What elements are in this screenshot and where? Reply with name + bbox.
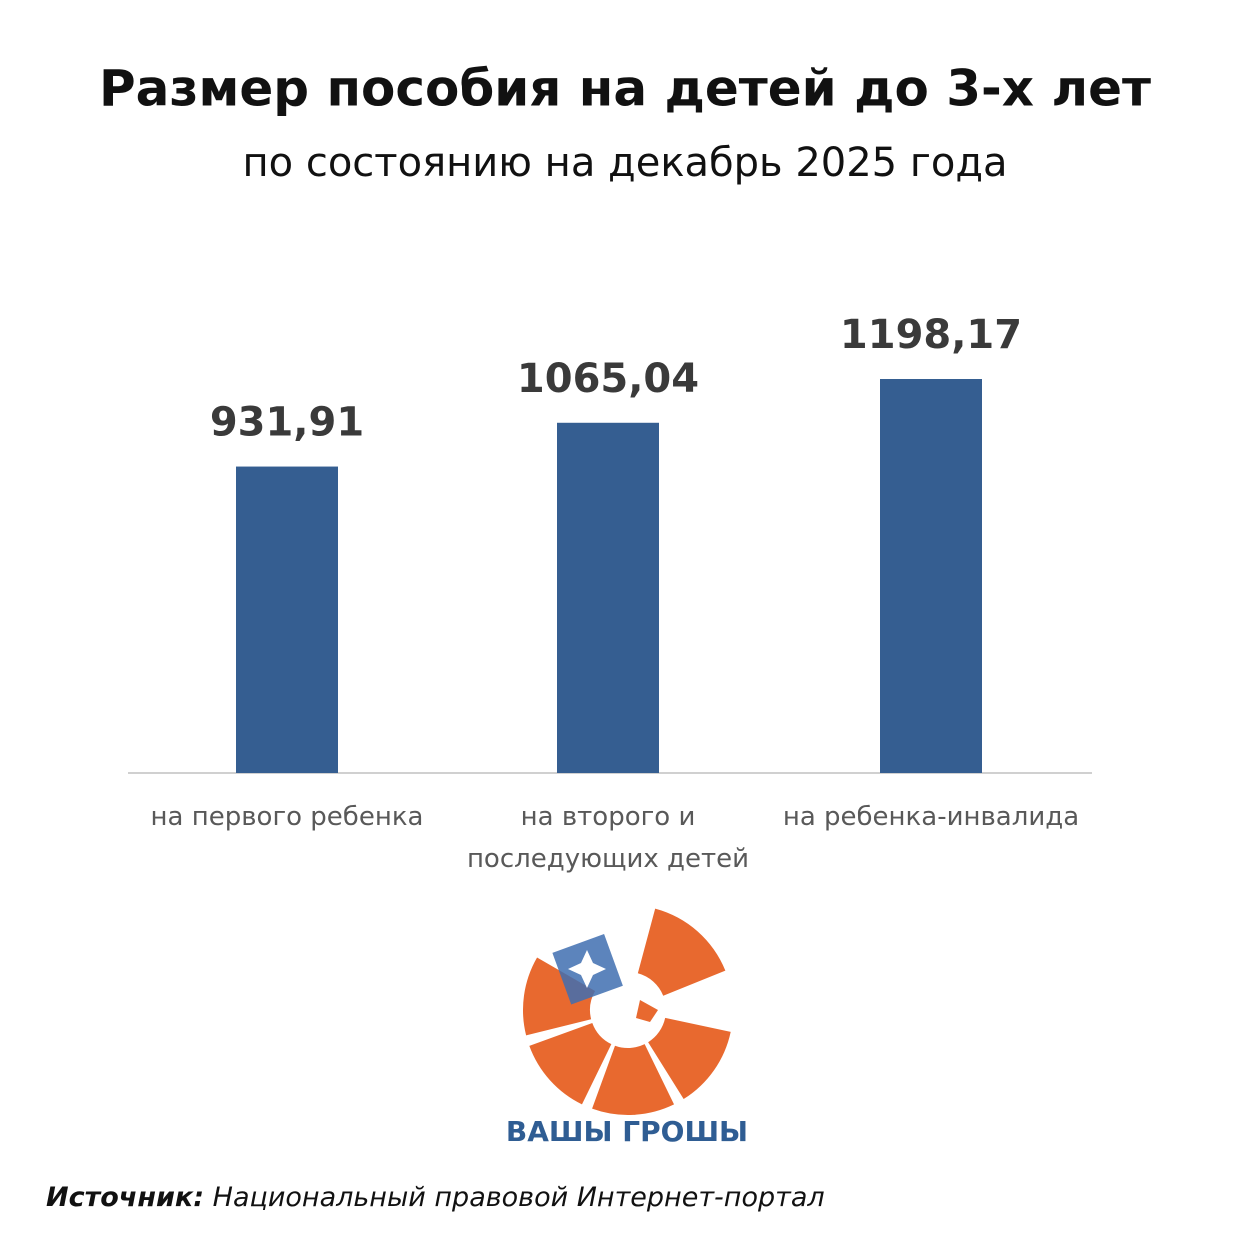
x-tick-label: на второго и последующих детей [466, 802, 750, 874]
logo-piece [529, 1022, 612, 1105]
source: Источник: Национальный правовой Интернет… [46, 1182, 825, 1213]
logo-text: ВАШЫ ГРОШЫ [506, 1115, 748, 1148]
x-tick-label: на ребенка-инвалида [782, 802, 1080, 832]
bar [236, 466, 338, 773]
bar [880, 379, 982, 773]
source-label: Источник: [46, 1182, 205, 1213]
x-tick-label: на первого ребенка [150, 802, 424, 832]
logo-star [568, 950, 606, 988]
value-label: 931,91 [210, 400, 364, 446]
chart-subtitle: по состоянию на декабрь 2025 года [243, 140, 1008, 186]
logo-piece [522, 957, 596, 1036]
bar [557, 422, 659, 773]
logo-piece [636, 1000, 658, 1022]
logo-piece [592, 1044, 675, 1116]
logo [522, 908, 731, 1116]
source-text: Национальный правовой Интернет-портал [212, 1182, 825, 1213]
logo-piece [648, 1017, 731, 1100]
chart-title: Размер пособия на детей до 3-х лет [99, 60, 1151, 118]
logo-piece [637, 908, 726, 996]
value-label: 1065,04 [517, 356, 699, 402]
value-label: 1198,17 [840, 312, 1022, 358]
